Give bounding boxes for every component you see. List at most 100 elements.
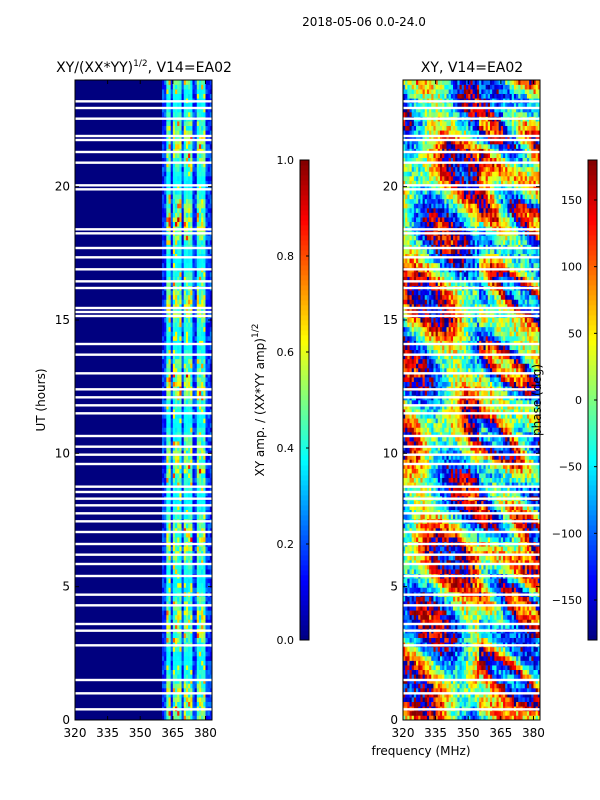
heatmap-cell <box>498 692 502 698</box>
heatmap-cell <box>188 418 191 424</box>
heatmap-cell <box>166 427 169 433</box>
heatmap-cell <box>203 637 206 643</box>
heatmap-cell <box>192 390 195 396</box>
heatmap-cell <box>461 656 465 661</box>
heatmap-cell <box>505 669 508 675</box>
heatmap-cell <box>161 578 165 584</box>
heatmap-cell <box>164 189 167 195</box>
heatmap-cell <box>175 427 178 433</box>
heatmap-cell <box>205 633 208 639</box>
heatmap-cell <box>513 683 517 689</box>
heatmap-cell <box>205 605 208 611</box>
heatmap-cell <box>209 459 213 465</box>
heatmap-cell <box>201 198 204 204</box>
heatmap-cell <box>450 633 454 639</box>
data-gap <box>75 184 212 187</box>
heatmap-cell <box>166 322 169 328</box>
heatmap-cell <box>175 345 178 351</box>
heatmap-cell <box>207 189 211 195</box>
heatmap-cell <box>196 208 200 213</box>
heatmap-cell <box>198 208 202 213</box>
heatmap-cell <box>472 669 476 675</box>
heatmap-cell <box>175 121 178 127</box>
heatmap-cell <box>524 624 528 629</box>
heatmap-cell <box>411 637 415 643</box>
heatmap-cell <box>190 427 193 433</box>
heatmap-cell <box>190 692 193 698</box>
heatmap-cell <box>185 605 189 611</box>
heatmap-cell <box>505 605 508 611</box>
heatmap-cell <box>437 651 441 657</box>
heatmap-cell <box>485 678 489 684</box>
heatmap-cell <box>161 486 165 492</box>
heatmap-cell <box>190 358 193 364</box>
heatmap-cell <box>203 445 206 451</box>
heatmap-cell <box>175 619 178 625</box>
heatmap-cell <box>526 669 530 675</box>
heatmap-cell <box>177 445 180 451</box>
heatmap-cell <box>201 409 204 415</box>
colorbar-step <box>300 295 309 301</box>
heatmap-cell <box>439 678 443 684</box>
heatmap-cell <box>166 569 169 575</box>
heatmap-cell <box>175 441 178 447</box>
heatmap-cell <box>205 144 208 149</box>
heatmap-cell <box>172 322 176 328</box>
heatmap-cell <box>461 674 465 680</box>
heatmap-cell <box>172 331 176 337</box>
heatmap-cell <box>196 372 200 378</box>
heatmap-cell <box>179 358 182 364</box>
heatmap-cell <box>183 363 187 369</box>
heatmap-cell <box>422 619 426 625</box>
heatmap-cell <box>181 500 185 506</box>
heatmap-cell <box>190 89 193 95</box>
heatmap-cell <box>164 368 167 373</box>
heatmap-cell <box>181 112 185 117</box>
heatmap-cell <box>175 198 178 204</box>
heatmap-cell <box>411 633 415 639</box>
heatmap-cell <box>403 678 406 684</box>
heatmap-cell <box>181 555 185 561</box>
heatmap-cell <box>524 710 528 716</box>
heatmap-cell <box>190 678 193 684</box>
heatmap-cell <box>476 646 480 652</box>
heatmap-cell <box>442 683 445 689</box>
heatmap-cell <box>505 692 508 698</box>
heatmap-cell <box>183 272 187 277</box>
heatmap-cell <box>181 331 185 337</box>
heatmap-cell <box>207 171 211 177</box>
heatmap-cell <box>196 153 200 159</box>
heatmap-cell <box>161 624 165 629</box>
heatmap-cell <box>526 701 530 707</box>
heatmap-cell <box>177 564 180 570</box>
heatmap-cell <box>207 624 211 629</box>
heatmap-cell <box>470 656 473 661</box>
heatmap-cell <box>453 715 456 721</box>
heatmap-cell <box>166 633 169 639</box>
heatmap-cell <box>198 546 202 552</box>
heatmap-cell <box>511 692 515 698</box>
colorbar-step <box>300 285 309 291</box>
heatmap-cell <box>201 459 204 465</box>
heatmap-cell <box>192 221 195 227</box>
heatmap-cell <box>175 358 178 364</box>
heatmap-cell <box>166 610 169 616</box>
heatmap-cell <box>448 683 452 689</box>
heatmap-cell <box>185 93 189 99</box>
heatmap-cell <box>459 646 463 652</box>
heatmap-cell <box>185 601 189 607</box>
heatmap-cell <box>420 660 423 666</box>
heatmap-cell <box>472 692 476 698</box>
heatmap-cell <box>203 290 206 296</box>
heatmap-cell <box>168 372 171 378</box>
heatmap-cell <box>444 674 447 680</box>
heatmap-cell <box>166 491 169 497</box>
heatmap-cell <box>198 107 202 113</box>
heatmap-cell <box>481 614 484 620</box>
heatmap-cell <box>198 491 202 497</box>
heatmap-cell <box>479 674 482 680</box>
heatmap-cell <box>168 194 171 200</box>
heatmap-cell <box>511 669 515 675</box>
heatmap-cell <box>474 646 478 652</box>
colorbar-step <box>300 400 309 406</box>
